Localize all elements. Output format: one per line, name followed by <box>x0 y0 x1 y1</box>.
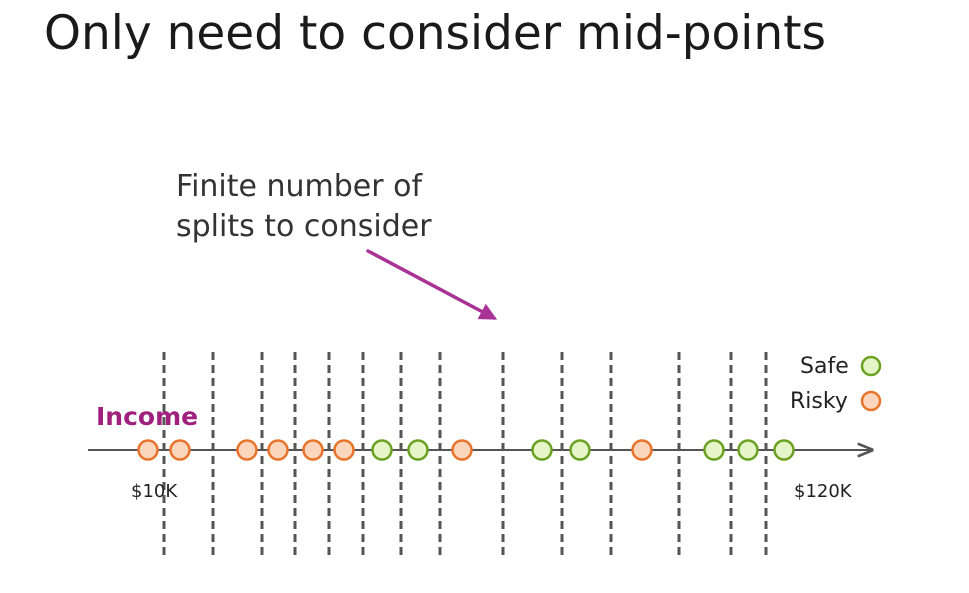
risky-point <box>333 439 355 461</box>
safe-point <box>569 439 591 461</box>
safe-point <box>773 439 795 461</box>
legend-safe-marker <box>860 355 882 377</box>
split-lines <box>162 352 768 555</box>
safe-point <box>703 439 725 461</box>
annotation-line-2: splits to consider <box>176 209 432 244</box>
risky-point <box>302 439 324 461</box>
legend-risky-label: Risky <box>790 389 848 414</box>
annotation-line-1: Finite number of <box>176 169 423 204</box>
axis-max-label: $120K <box>794 481 853 502</box>
axis-label: Income <box>96 402 198 431</box>
legend: Safe Risky <box>790 354 882 414</box>
annotation-arrow <box>366 249 498 320</box>
risky-point <box>267 439 289 461</box>
risky-point <box>451 439 473 461</box>
safe-point <box>531 439 553 461</box>
risky-point <box>236 439 258 461</box>
legend-risky-marker <box>860 390 882 412</box>
safe-point <box>371 439 393 461</box>
risky-point <box>631 439 653 461</box>
risky-point <box>137 439 159 461</box>
safe-point <box>737 439 759 461</box>
risky-point <box>169 439 191 461</box>
slide-title: Only need to consider mid-points <box>44 6 827 61</box>
legend-safe-label: Safe <box>800 354 849 379</box>
axis-min-label: $10K <box>131 481 178 502</box>
safe-point <box>407 439 429 461</box>
data-points <box>137 439 795 461</box>
